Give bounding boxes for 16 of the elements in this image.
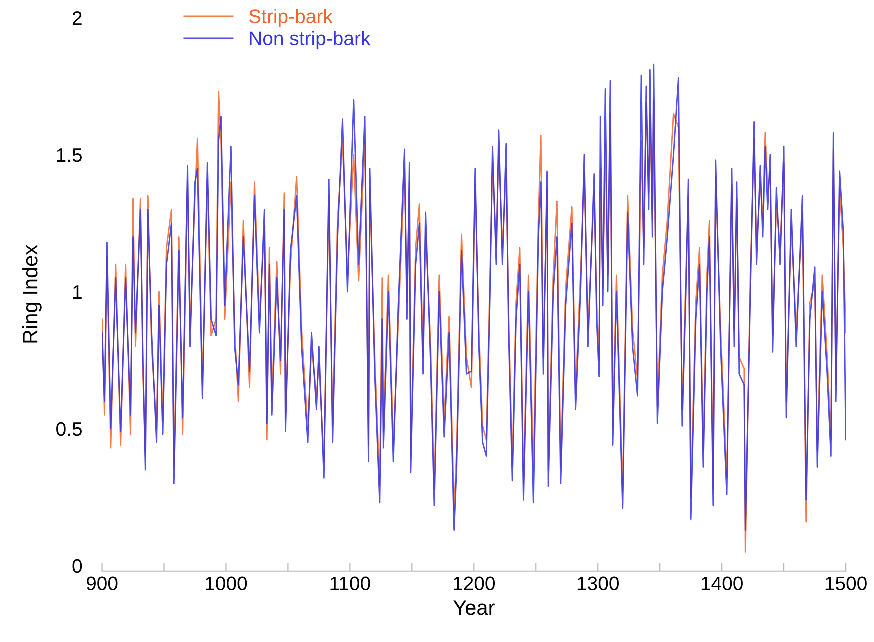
y-tick-label: 0.5: [56, 422, 82, 436]
y-tick-label: 0: [72, 559, 82, 574]
x-axis-title: Year: [454, 600, 495, 616]
x-tick-label: 1200: [454, 576, 496, 591]
y-axis-title: Ring Index: [22, 245, 42, 343]
y-tick-label: 1.5: [57, 148, 82, 162]
x-tick-label: 1500: [826, 576, 867, 591]
x-tick-label: 1000: [206, 576, 248, 591]
legend-label: Non strip-bark: [250, 31, 371, 50]
legend-label: Strip-bark: [249, 9, 333, 28]
y-tick-label: 1: [73, 286, 82, 299]
y-tick-label: 2: [72, 11, 82, 26]
x-tick-label: 1400: [702, 576, 743, 591]
x-tick-label: 1100: [330, 576, 370, 591]
x-tick-label: 1300: [578, 576, 619, 591]
x-tick-label: 900: [86, 576, 118, 591]
